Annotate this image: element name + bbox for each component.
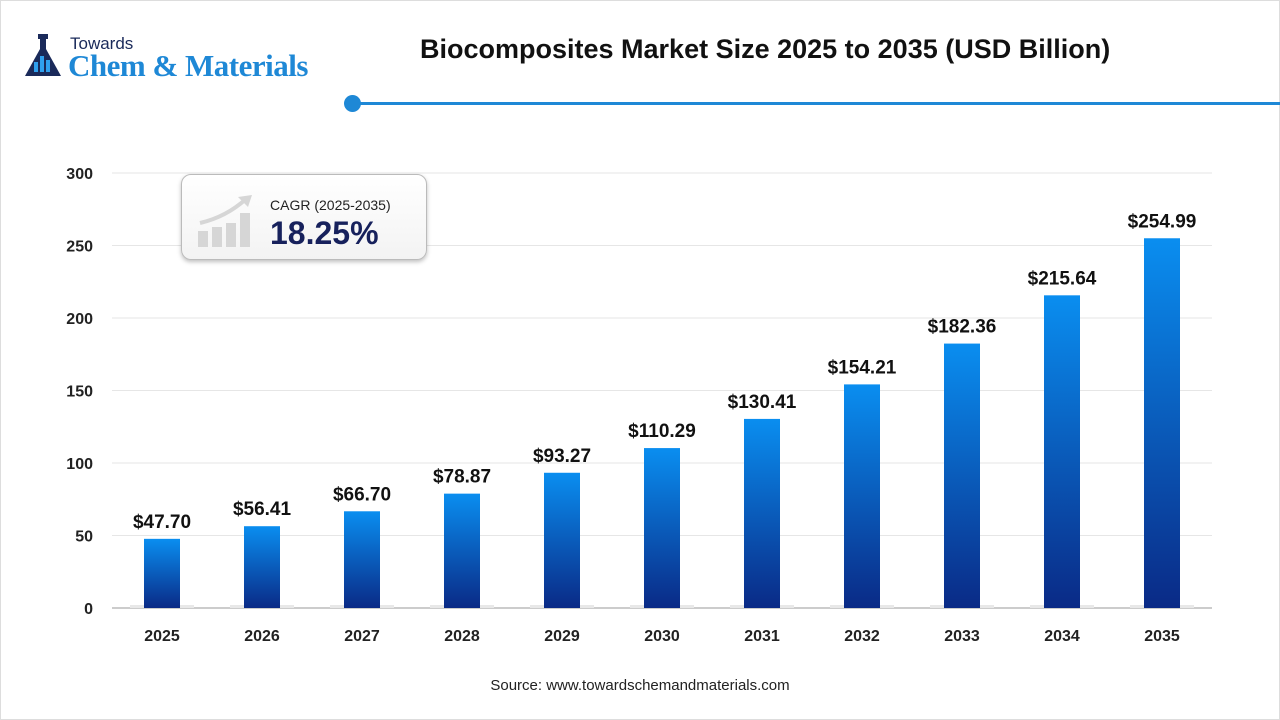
x-tick-label: 2033 [944, 628, 980, 645]
data-label: $47.70 [133, 512, 191, 533]
y-tick-label: 0 [84, 601, 93, 618]
title-rule-dot [344, 95, 361, 112]
title-rule [352, 102, 1280, 105]
data-label: $215.64 [1028, 268, 1097, 289]
bar-2028 [444, 493, 480, 608]
x-tick-label: 2029 [544, 628, 580, 645]
y-tick-label: 50 [75, 529, 93, 546]
data-label: $93.27 [533, 446, 591, 467]
bar-2032 [844, 384, 880, 608]
y-tick-label: 150 [66, 384, 93, 401]
x-tick-label: 2034 [1044, 628, 1080, 645]
data-label: $66.70 [333, 484, 391, 505]
x-tick-label: 2027 [344, 628, 380, 645]
data-label: $56.41 [233, 499, 292, 520]
page-title: Biocomposites Market Size 2025 to 2035 (… [420, 34, 1111, 64]
data-label: $182.36 [928, 317, 997, 338]
x-tick-label: 2030 [644, 628, 680, 645]
logo-towards: Towards [70, 34, 134, 53]
growth-chart-icon [198, 195, 252, 247]
y-tick-label: 250 [66, 239, 93, 256]
bar-2033 [944, 343, 980, 608]
bar-2025 [144, 538, 180, 608]
bar-2027 [344, 511, 380, 608]
bar-2031 [744, 418, 780, 608]
y-tick-label: 100 [66, 456, 93, 473]
data-label: $130.41 [728, 392, 797, 413]
bar-2029 [544, 472, 580, 608]
data-label: $254.99 [1128, 211, 1197, 232]
source-note: Source: www.towardschemandmaterials.com [490, 677, 790, 694]
cagr-value: 18.25% [270, 215, 379, 251]
data-label: $78.87 [433, 467, 491, 488]
bar-2030 [644, 448, 680, 608]
x-tick-label: 2032 [844, 628, 880, 645]
bar-2035 [1144, 238, 1180, 608]
cagr-label: CAGR (2025-2035) [270, 197, 391, 213]
logo-brand: Chem & Materials [68, 48, 308, 83]
y-tick-label: 300 [66, 166, 93, 183]
data-label: $110.29 [628, 421, 696, 442]
x-tick-label: 2026 [244, 628, 280, 645]
x-tick-label: 2035 [1144, 628, 1180, 645]
x-tick-label: 2031 [744, 628, 780, 645]
y-tick-label: 200 [66, 311, 93, 328]
flask-logo-icon [25, 34, 61, 76]
cagr-box: CAGR (2025-2035) 18.25% [181, 174, 427, 260]
x-tick-label: 2028 [444, 628, 480, 645]
bar-2026 [244, 526, 280, 608]
bar-2034 [1044, 295, 1080, 608]
x-tick-label: 2025 [144, 628, 180, 645]
data-label: $154.21 [828, 357, 897, 378]
